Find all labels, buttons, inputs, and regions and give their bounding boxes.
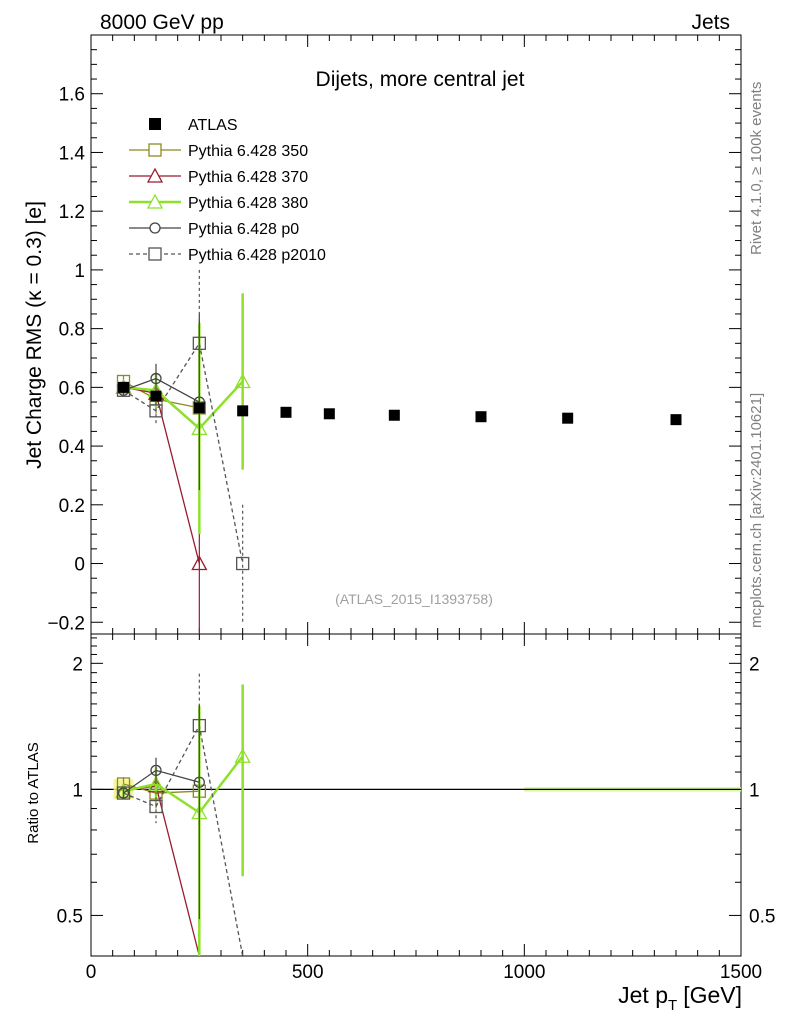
atlas-data-point: [150, 390, 162, 402]
y-tick-label: 0: [74, 555, 85, 576]
ratio-y-axis-label: Ratio to ATLAS: [25, 742, 42, 843]
series-marker: [192, 336, 206, 350]
atlas-data-point: [323, 408, 335, 420]
y-tick-label: 1.4: [59, 143, 86, 164]
y-tick-label: −0.2: [47, 613, 85, 634]
y-tick-label: 1.6: [59, 85, 85, 106]
ratio-series-layer: [91, 673, 741, 957]
x-axis-label-main: Jet p: [618, 982, 668, 1008]
y-tick-label: 0.4: [59, 437, 86, 458]
y-axis-label: Jet Charge RMS (κ = 0.3) [e]: [23, 201, 46, 469]
ratio-tick-label-right: 0.5: [749, 906, 775, 927]
legend-label: Pythia 6.428 p2010: [188, 247, 326, 264]
x-tick-label: 1000: [503, 962, 545, 983]
ratio-series-marker: [149, 799, 163, 814]
ratio-axes: 0.5 0.5 1 1 2 2: [57, 637, 775, 957]
ratio-series-marker: [147, 775, 165, 791]
ratio-panel-frame: [90, 633, 742, 957]
main-series-layer: [115, 269, 682, 634]
ratio-tick-label-left: 0.5: [57, 906, 83, 927]
x-tick-label: 0: [86, 962, 97, 983]
ratio-tick-label-right: 1: [749, 780, 760, 801]
atlas-data-point: [388, 409, 400, 421]
atlas-data-point: [475, 411, 487, 423]
atlas-data-point: [562, 412, 574, 424]
legend-marker-atlas: [149, 118, 161, 130]
x-axis-label-unit: [GeV]: [683, 982, 742, 1008]
watermark: (ATLAS_2015_I1393758): [335, 591, 493, 607]
ratio-series-marker: [150, 764, 162, 777]
legend-marker: [149, 222, 161, 234]
atlas-data-point: [280, 406, 292, 418]
y-tick-label: 0.2: [59, 496, 85, 517]
atlas-data-point: [193, 402, 205, 414]
y-tick-label: 1.2: [59, 202, 85, 223]
series-marker: [149, 404, 163, 418]
rivet-label: Rivet 4.1.0, ≥ 100k events: [748, 82, 765, 255]
y-tick-label: 0.6: [59, 378, 85, 399]
x-tick-label: 500: [292, 962, 324, 983]
legend-label: Pythia 6.428 350: [188, 143, 308, 160]
ratio-series-marker: [192, 718, 206, 733]
legend-label: Pythia 6.428 p0: [188, 221, 299, 238]
legend-marker: [146, 193, 164, 209]
legend-label: ATLAS: [188, 117, 238, 134]
series-marker: [191, 555, 208, 571]
legend-marker: [148, 247, 162, 261]
legend-marker: [146, 167, 164, 183]
atlas-data-point: [118, 381, 129, 393]
header-right: Jets: [691, 11, 730, 34]
series-marker: [236, 556, 250, 571]
chart-title: Dijets, more central jet: [316, 68, 525, 91]
legend: ATLAS Pythia 6.428 350 Pythia 6.428 370 Pyt…: [129, 117, 326, 264]
ratio-tick-label-right: 2: [749, 654, 760, 675]
ratio-tick-label-left: 2: [72, 654, 83, 675]
ratio-series-marker: [234, 747, 251, 763]
x-axis-label-sub: T: [668, 997, 677, 1014]
legend-label: Pythia 6.428 370: [188, 169, 308, 186]
atlas-data-point: [670, 414, 682, 426]
mcplots-label: mcplots.cern.ch [arXiv:2401.10621]: [748, 393, 765, 628]
ratio-series-line: [123, 723, 244, 957]
series-marker: [234, 373, 251, 389]
main-axes: −0.2 0 0.2 0.4 0.6 0.8 1 1.2 1.4 1.6: [47, 34, 741, 634]
series-line: [123, 380, 244, 431]
y-tick-label: 1: [74, 261, 85, 282]
header-left: 8000 GeV pp: [100, 11, 224, 34]
x-axis-ticks: 0 500 1000 1500: [86, 35, 762, 983]
ratio-tick-label-left: 1: [72, 780, 83, 801]
x-axis-label: Jet pT [GeV]: [618, 982, 742, 1014]
series-line: [123, 341, 244, 564]
x-tick-label: 1500: [720, 962, 762, 983]
series-marker: [150, 372, 162, 385]
legend-marker: [148, 143, 162, 157]
y-tick-label: 0.8: [59, 320, 85, 341]
ratio-series-marker: [116, 786, 131, 800]
legend-label: Pythia 6.428 380: [188, 195, 308, 212]
ratio-series-line: [123, 755, 244, 815]
atlas-data-point: [237, 405, 249, 417]
